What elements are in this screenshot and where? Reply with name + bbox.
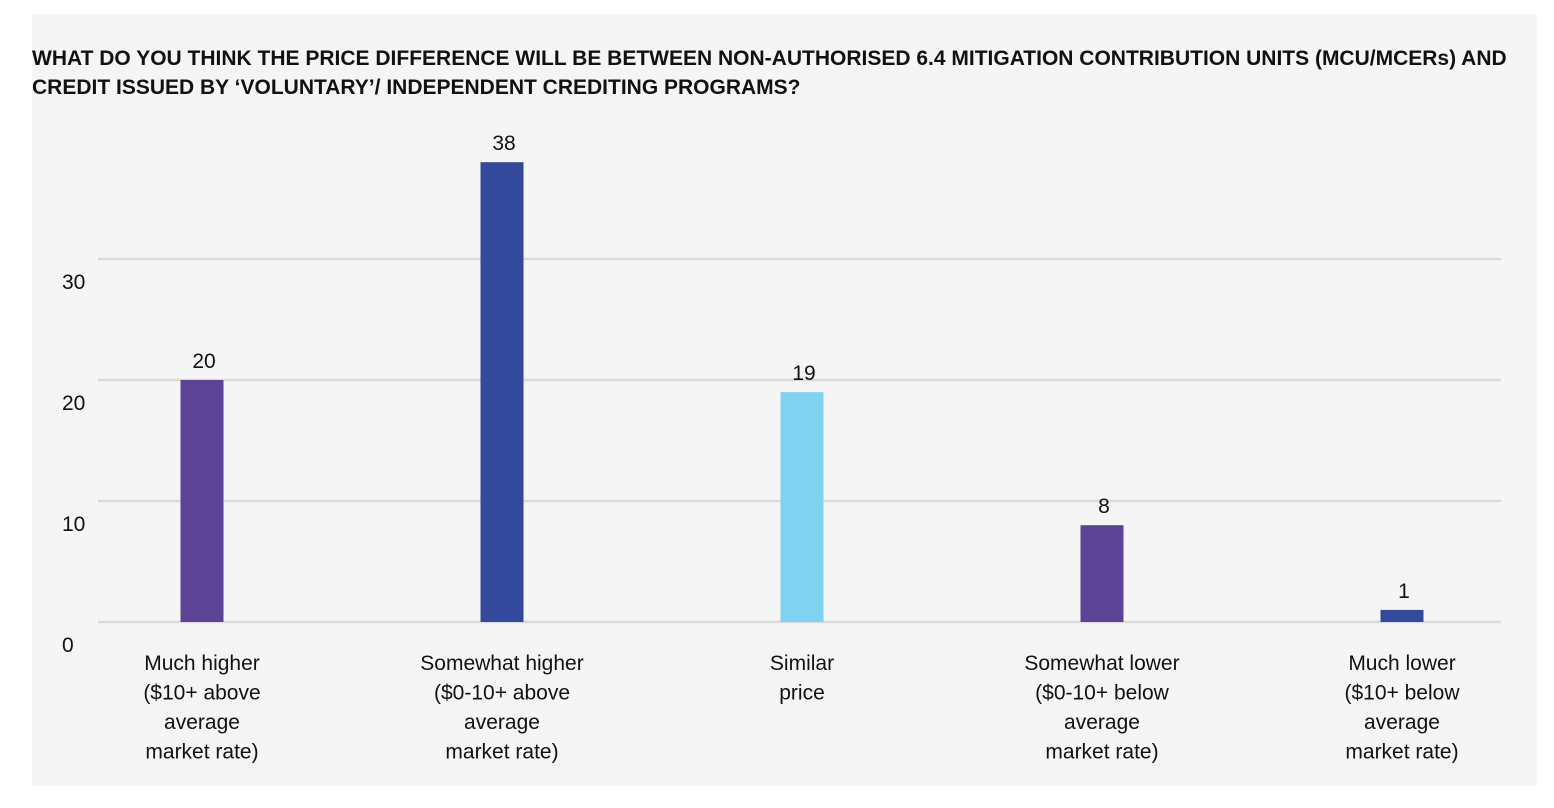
bar [180, 380, 224, 622]
data-label: 20 [192, 350, 215, 373]
y-tick-label: 10 [62, 513, 85, 536]
x-category-label: Much lower ($10+ below average market rate) [1345, 652, 1461, 764]
chart-title: WHAT DO YOU THINK THE PRICE DIFFERENCE W… [32, 47, 1507, 99]
x-category-label: Much higher ($10+ above average market rate… [143, 652, 260, 764]
x-category-label: Somewhat lower ($0-10+ below average market… [1024, 652, 1179, 764]
data-label: 8 [1098, 495, 1110, 518]
bar [480, 162, 524, 622]
x-category-label: Somewhat higher ($0-10+ above average marke… [420, 652, 583, 764]
y-tick-label: 30 [62, 271, 85, 294]
y-tick-label: 20 [62, 392, 85, 415]
x-category-label: Similar price [770, 652, 834, 705]
bar [1080, 525, 1124, 622]
data-label: 38 [492, 132, 515, 155]
bar [780, 392, 824, 622]
data-label: 1 [1398, 580, 1410, 603]
data-label: 19 [792, 362, 815, 385]
y-tick-label: 0 [62, 634, 74, 657]
bar [1380, 609, 1424, 622]
